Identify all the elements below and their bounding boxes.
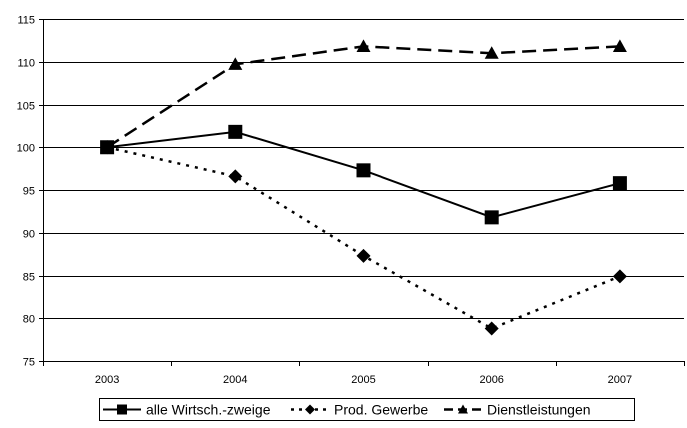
data-point-2-0 xyxy=(100,140,115,153)
y-tick-label: 80 xyxy=(23,314,35,326)
legend-box xyxy=(99,398,635,421)
series-lines xyxy=(106,45,621,330)
data-point-0-1 xyxy=(228,124,243,139)
x-tick-label: 2006 xyxy=(479,374,503,386)
axes: 75 80 85 90 95 100 105 110 115 2003 2004 2005 2006 20… xyxy=(17,15,685,386)
data-point-0-3 xyxy=(484,210,499,225)
legend-label-2: Dienstleistungen xyxy=(487,402,591,418)
legend-label-0: alle Wirtsch.-zweige xyxy=(146,402,271,418)
data-point-1-3 xyxy=(484,321,499,336)
legend: alle Wirtsch.-zweige Prod. Gewerbe Dienstl… xyxy=(99,398,635,421)
y-tick-label: 75 xyxy=(23,357,35,369)
data-point-1-2 xyxy=(356,248,371,263)
x-tick-label: 2007 xyxy=(608,374,632,386)
y-tick-label: 110 xyxy=(17,58,35,70)
y-tick-label: 95 xyxy=(23,186,35,198)
data-point-2-4 xyxy=(612,39,627,52)
y-tick-label: 100 xyxy=(17,143,35,155)
data-point-2-2 xyxy=(356,39,371,52)
series-line-2 xyxy=(106,45,620,149)
x-tick-label: 2004 xyxy=(223,374,247,386)
data-point-1-1 xyxy=(228,169,243,184)
legend-marker-1 xyxy=(305,404,315,415)
gridlines xyxy=(43,19,684,362)
data-point-0-4 xyxy=(612,176,627,191)
y-tick-label: 90 xyxy=(23,229,35,241)
legend-marker-0 xyxy=(117,404,127,415)
x-tick-label: 2003 xyxy=(95,374,119,386)
data-point-2-3 xyxy=(484,46,499,59)
series-markers xyxy=(100,39,627,336)
x-tick-label: 2005 xyxy=(351,374,375,386)
data-point-1-4 xyxy=(612,269,627,284)
data-point-2-1 xyxy=(228,57,243,70)
y-tick-label: 115 xyxy=(17,15,35,27)
data-point-0-2 xyxy=(356,163,371,178)
y-tick-label: 85 xyxy=(23,272,35,284)
legend-label-1: Prod. Gewerbe xyxy=(334,402,428,418)
y-tick-label: 105 xyxy=(17,101,35,113)
legend-marker-2 xyxy=(458,404,468,414)
